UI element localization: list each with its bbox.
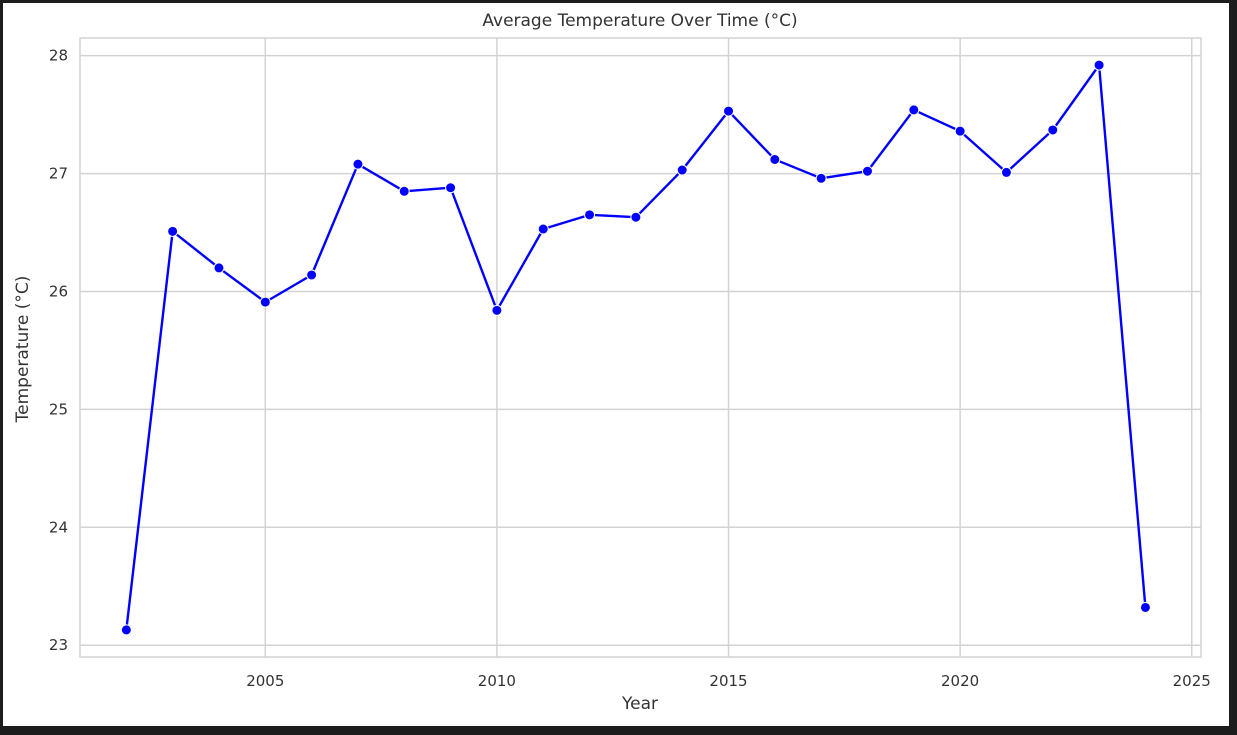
data-point xyxy=(815,172,827,184)
data-point xyxy=(1093,59,1105,71)
data-point xyxy=(954,125,966,137)
x-axis-title: Year xyxy=(621,694,658,714)
x-axis-ticks: 2005 2010 2015 2020 2025 xyxy=(246,672,1211,690)
x-tick-label: 2025 xyxy=(1173,672,1211,690)
y-axis-ticks: 23 24 25 26 27 28 xyxy=(49,47,68,655)
data-point xyxy=(213,262,225,274)
data-point xyxy=(1047,124,1059,136)
y-tick-label: 25 xyxy=(49,400,68,418)
chart-figure: Average Temperature Over Time (°C) 23 24 2… xyxy=(3,3,1229,726)
data-point xyxy=(491,304,503,316)
x-tick-label: 2010 xyxy=(478,672,516,690)
y-tick-label: 23 xyxy=(49,636,68,654)
line-chart: Average Temperature Over Time (°C) 23242… xyxy=(13,11,1211,714)
data-point xyxy=(120,624,132,636)
data-point xyxy=(861,165,873,177)
data-point xyxy=(167,225,179,237)
y-axis-title: Temperature (°C) xyxy=(13,276,33,424)
data-point xyxy=(769,153,781,165)
data-point xyxy=(537,223,549,235)
series-line xyxy=(125,63,1147,631)
y-tick-label: 26 xyxy=(49,282,68,300)
data-point xyxy=(259,296,271,308)
data-point xyxy=(352,158,364,170)
data-point xyxy=(445,182,457,194)
data-point xyxy=(723,105,735,117)
data-point xyxy=(630,211,642,223)
x-tick-label: 2020 xyxy=(941,672,979,690)
data-point xyxy=(908,104,920,116)
data-point xyxy=(676,164,688,176)
data-point xyxy=(1000,166,1012,178)
data-point xyxy=(398,185,410,197)
y-tick-label: 28 xyxy=(49,47,68,65)
chart-title: Average Temperature Over Time (°C) xyxy=(482,11,797,31)
data-point xyxy=(1139,601,1151,613)
series-layer xyxy=(120,59,1151,636)
data-point xyxy=(306,269,318,281)
x-tick-label: 2015 xyxy=(709,672,747,690)
y-tick-label: 24 xyxy=(49,518,68,536)
y-tick-label: 27 xyxy=(49,165,68,183)
grid-layer xyxy=(80,38,1201,657)
data-point xyxy=(584,209,596,221)
x-tick-label: 2005 xyxy=(246,672,284,690)
plot-frame xyxy=(79,37,1202,658)
